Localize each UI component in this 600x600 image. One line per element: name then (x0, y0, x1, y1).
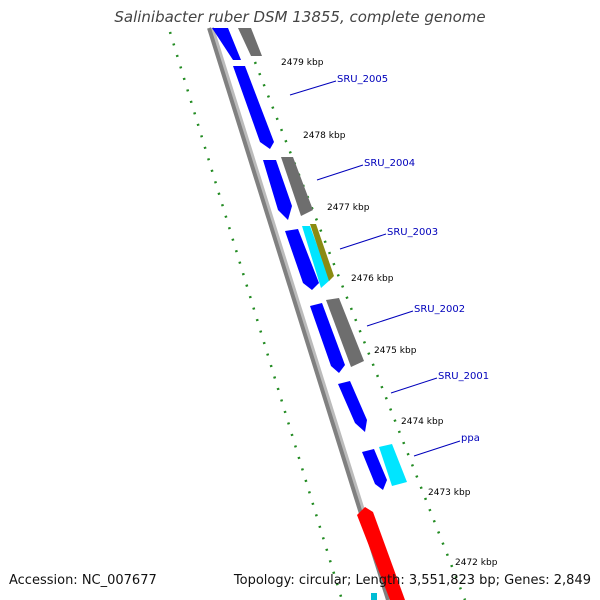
leader-line-sru-2001 (390, 377, 438, 394)
tick-label-2473: 2473 kbp (428, 488, 471, 498)
cds-arrow-top-blue (212, 28, 241, 60)
cds-arrow-sru-2003-cyan (302, 226, 330, 288)
cds-arrow-top-gray (238, 28, 262, 56)
tick-label-2475: 2475 kbp (374, 346, 417, 356)
leader-line-sru-2004 (316, 164, 364, 181)
tick-label-2479: 2479 kbp (281, 58, 324, 68)
cds-arrow-sru-2001 (338, 381, 367, 432)
tick-label-2474: 2474 kbp (401, 417, 444, 427)
rrna-arrow-red (357, 507, 405, 600)
gene-label-ppa[interactable]: ppa (461, 433, 480, 444)
cds-arrow-ppa-blue (362, 449, 387, 490)
accession-label: Accession: NC_007677 (9, 573, 157, 588)
cds-arrow-sru-2003-blue (285, 229, 319, 290)
cds-arrow-sru-2004-blue (263, 160, 292, 220)
leader-line-sru-2002 (366, 310, 414, 327)
cds-arrow-sru-2003-olive (310, 224, 334, 281)
leader-line-sru-2005 (289, 80, 337, 96)
leader-line-ppa (413, 440, 461, 457)
gene-label-sru-2001[interactable]: SRU_2001 (438, 371, 489, 382)
gene-label-sru-2005[interactable]: SRU_2005 (337, 74, 388, 85)
cds-arrow-sru-2005 (233, 66, 274, 149)
gene-label-sru-2002[interactable]: SRU_2002 (414, 304, 465, 315)
tick-label-2478: 2478 kbp (303, 131, 346, 141)
tick-label-2472: 2472 kbp (455, 558, 498, 568)
tick-label-2477: 2477 kbp (327, 203, 370, 213)
cds-arrow-sru-2004-gray (281, 157, 313, 216)
cds-arrow-sru-2002-gray (326, 298, 364, 367)
cds-arrow-sru-2002-blue (310, 303, 345, 373)
gene-label-sru-2003[interactable]: SRU_2003 (387, 227, 438, 238)
map-title: Salinibacter ruber DSM 13855, complete g… (114, 8, 486, 26)
topology-label: Topology: circular; Length: 3,551,823 bp… (233, 573, 591, 588)
tick-track (253, 61, 467, 600)
tick-label-2476: 2476 kbp (351, 274, 394, 284)
bottom-feature-small (371, 593, 377, 600)
backbone (207, 27, 390, 600)
leader-line-sru-2003 (339, 233, 387, 250)
cds-arrow-ppa-cyan (379, 444, 407, 486)
gene-label-sru-2004[interactable]: SRU_2004 (364, 158, 415, 169)
